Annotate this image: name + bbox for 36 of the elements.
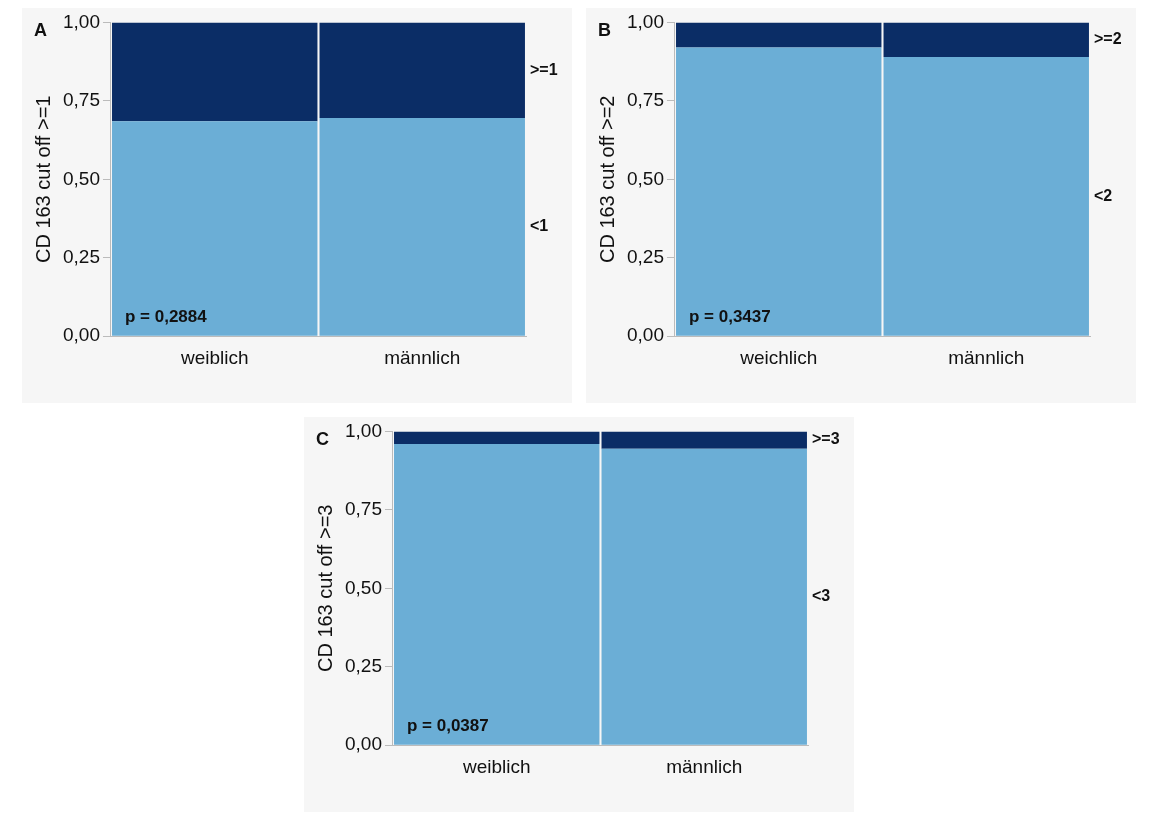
y-tick-label: 0,75 xyxy=(626,89,664,111)
x-tick-label: weiblich xyxy=(179,346,249,368)
y-axis-title: CD 163 cut off >=3 xyxy=(313,504,336,673)
y-tick-label: 1,00 xyxy=(344,419,382,441)
y-tick-label: 0,00 xyxy=(344,733,382,755)
y-tick-label: 0,50 xyxy=(62,167,100,189)
y-tick-label: 0,25 xyxy=(344,654,382,676)
y-axis-title: CD 163 cut off >=1 xyxy=(31,95,54,264)
y-tick-label: 1,00 xyxy=(62,10,100,32)
annotation: p = 0,3437 xyxy=(688,307,771,327)
y-tick-label: 0,00 xyxy=(626,324,664,346)
y-axis-title: CD 163 cut off >=2 xyxy=(595,95,618,264)
y-tick-label: 0,25 xyxy=(62,245,100,267)
series-label: <3 xyxy=(811,587,830,605)
x-tick-label: männlich xyxy=(383,346,460,368)
series-label: >=1 xyxy=(529,60,558,78)
annotation: p = 0,0387 xyxy=(406,716,489,736)
series-label: <2 xyxy=(1093,186,1112,204)
x-tick-label: männlich xyxy=(947,346,1024,368)
y-tick-label: 0,75 xyxy=(62,89,100,111)
series-label: <1 xyxy=(529,217,548,235)
y-tick-label: 0,00 xyxy=(62,324,100,346)
y-tick-label: 0,50 xyxy=(626,167,664,189)
annotation: p = 0,2884 xyxy=(124,307,207,327)
x-tick-label: weiblich xyxy=(461,755,531,777)
chart-title: B xyxy=(597,20,611,41)
series-label: >=2 xyxy=(1093,30,1122,48)
chart-title: C xyxy=(315,429,329,450)
x-tick-label: männlich xyxy=(665,755,742,777)
chart-title: A xyxy=(33,20,47,41)
series-label: >=3 xyxy=(811,430,840,448)
x-tick-label: weichlich xyxy=(738,346,817,368)
y-tick-label: 0,75 xyxy=(344,498,382,520)
y-tick-label: 0,50 xyxy=(344,576,382,598)
y-tick-label: 1,00 xyxy=(626,10,664,32)
y-tick-label: 0,25 xyxy=(626,245,664,267)
